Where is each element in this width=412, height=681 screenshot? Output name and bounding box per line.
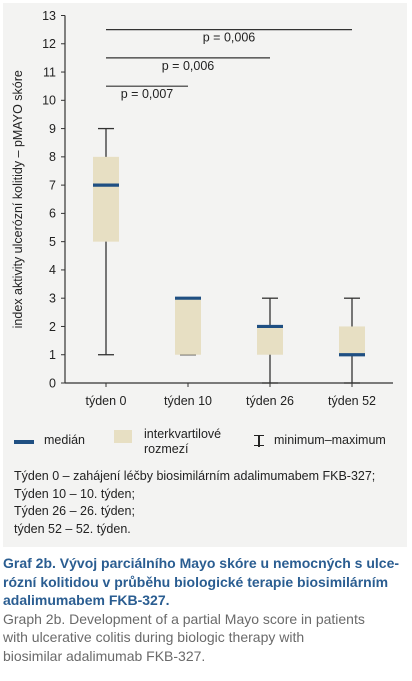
y-tick-label: 11 xyxy=(43,65,56,79)
iqr-box xyxy=(257,326,283,355)
note-line: týden 52 – 52. týden. xyxy=(14,521,131,536)
median-swatch-icon xyxy=(14,440,34,444)
y-tick-label: 10 xyxy=(42,94,56,108)
x-tick-label: týden 26 xyxy=(246,394,294,408)
y-axis-label: index aktivity ulcerózní kolitidy – pMAY… xyxy=(11,70,25,328)
y-tick-label: 8 xyxy=(49,150,56,164)
note-line: Týden 0 – zahájení léčby biosimilárním a… xyxy=(14,469,376,483)
caption-czech: Graf 2b. Vývoj parciálního Mayo skóre u … xyxy=(3,555,400,608)
legend: medián interkvartilové rozmezí minimum–m… xyxy=(14,427,404,467)
x-tick-label: týden 0 xyxy=(85,394,126,408)
legend-iqr-label: interkvartilové rozmezí xyxy=(144,427,222,456)
y-tick-label: 7 xyxy=(49,178,56,192)
y-tick-label: 13 xyxy=(42,9,56,23)
iqr-box xyxy=(175,298,201,355)
legend-minmax: minimum–maximum xyxy=(254,433,386,448)
y-tick-label: 2 xyxy=(49,320,56,334)
legend-median: medián xyxy=(14,433,85,447)
x-tick-label: týden 52 xyxy=(328,394,376,408)
note-line: Týden 26 – 26. týden; xyxy=(14,504,135,518)
figure-caption: Graf 2b. Vývoj parciálního Mayo skóre u … xyxy=(3,554,407,665)
iqr-box xyxy=(339,326,365,355)
note-line: Týden 10 – 10. týden; xyxy=(14,486,135,501)
y-tick-label: 5 xyxy=(49,235,56,249)
legend-iqr: interkvartilové rozmezí xyxy=(114,427,221,457)
legend-median-label: medián xyxy=(44,433,85,447)
y-tick-label: 1 xyxy=(49,348,56,362)
y-tick-label: 4 xyxy=(49,263,56,277)
x-tick-label: týden 10 xyxy=(164,394,212,408)
iqr-swatch-icon xyxy=(114,430,132,443)
y-tick-label: 9 xyxy=(49,122,56,136)
significance-label: p = 0,007 xyxy=(121,87,174,101)
significance-label: p = 0,006 xyxy=(162,59,215,73)
y-tick-label: 0 xyxy=(49,376,56,390)
caption-english: Graph 2b. Development of a partial Mayo … xyxy=(3,610,365,664)
legend-minmax-label: minimum–maximum xyxy=(274,433,386,447)
minmax-swatch-icon xyxy=(254,435,264,448)
y-tick-label: 12 xyxy=(42,37,56,51)
significance-label: p = 0,006 xyxy=(203,31,256,45)
y-tick-label: 3 xyxy=(49,291,56,305)
iqr-box xyxy=(93,156,119,242)
y-tick-label: 6 xyxy=(49,207,56,221)
notes: Týden 0 – zahájení léčby biosimilárním a… xyxy=(14,468,406,538)
figure-panel xyxy=(3,3,407,547)
